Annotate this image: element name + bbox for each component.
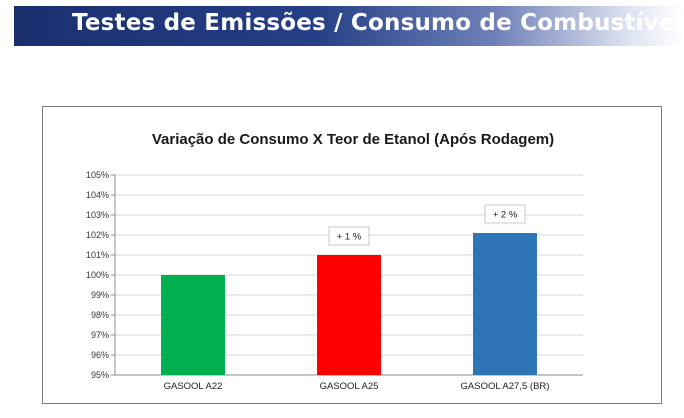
x-tick-label: GASOOL A27,5 (BR) <box>461 381 550 392</box>
x-tick-label: GASOOL A25 <box>320 381 379 392</box>
y-tick-label: 105% <box>86 170 109 180</box>
page-title: Testes de Emissões / Consumo de Combustí… <box>72 10 683 36</box>
bar-2 <box>317 255 381 375</box>
header-banner: Testes de Emissões / Consumo de Combustí… <box>14 6 684 46</box>
y-tick-label: 103% <box>86 210 109 220</box>
bar-3 <box>473 233 537 375</box>
y-tick-label: 100% <box>86 270 109 280</box>
y-tick-label: 102% <box>86 230 109 240</box>
bar-chart: 95% 96% 97% 98% 99% 100% 101% 102% 103% 104% 105% G… <box>86 170 583 392</box>
y-tick-label: 97% <box>91 330 109 340</box>
chart-container: Variação de Consumo X Teor de Etanol (Ap… <box>42 106 662 404</box>
y-tick-label: 101% <box>86 250 109 260</box>
y-tick-label: 95% <box>91 370 109 380</box>
annotation-label: + 1 % <box>337 232 362 243</box>
y-tick-label: 98% <box>91 310 109 320</box>
x-tick-label: GASOOL A22 <box>164 381 223 392</box>
annotation-2: + 2 % <box>484 204 526 224</box>
bar-1 <box>161 275 225 375</box>
annotation-label: + 2 % <box>493 210 518 221</box>
annotation-1: + 1 % <box>328 226 370 246</box>
annotation-box <box>328 226 370 246</box>
y-tick-label: 96% <box>91 350 109 360</box>
y-tick-label: 104% <box>86 190 109 200</box>
y-tick-label: 99% <box>91 290 109 300</box>
annotation-box <box>484 204 526 224</box>
chart-title: Variação de Consumo X Teor de Etanol (Ap… <box>151 131 555 148</box>
